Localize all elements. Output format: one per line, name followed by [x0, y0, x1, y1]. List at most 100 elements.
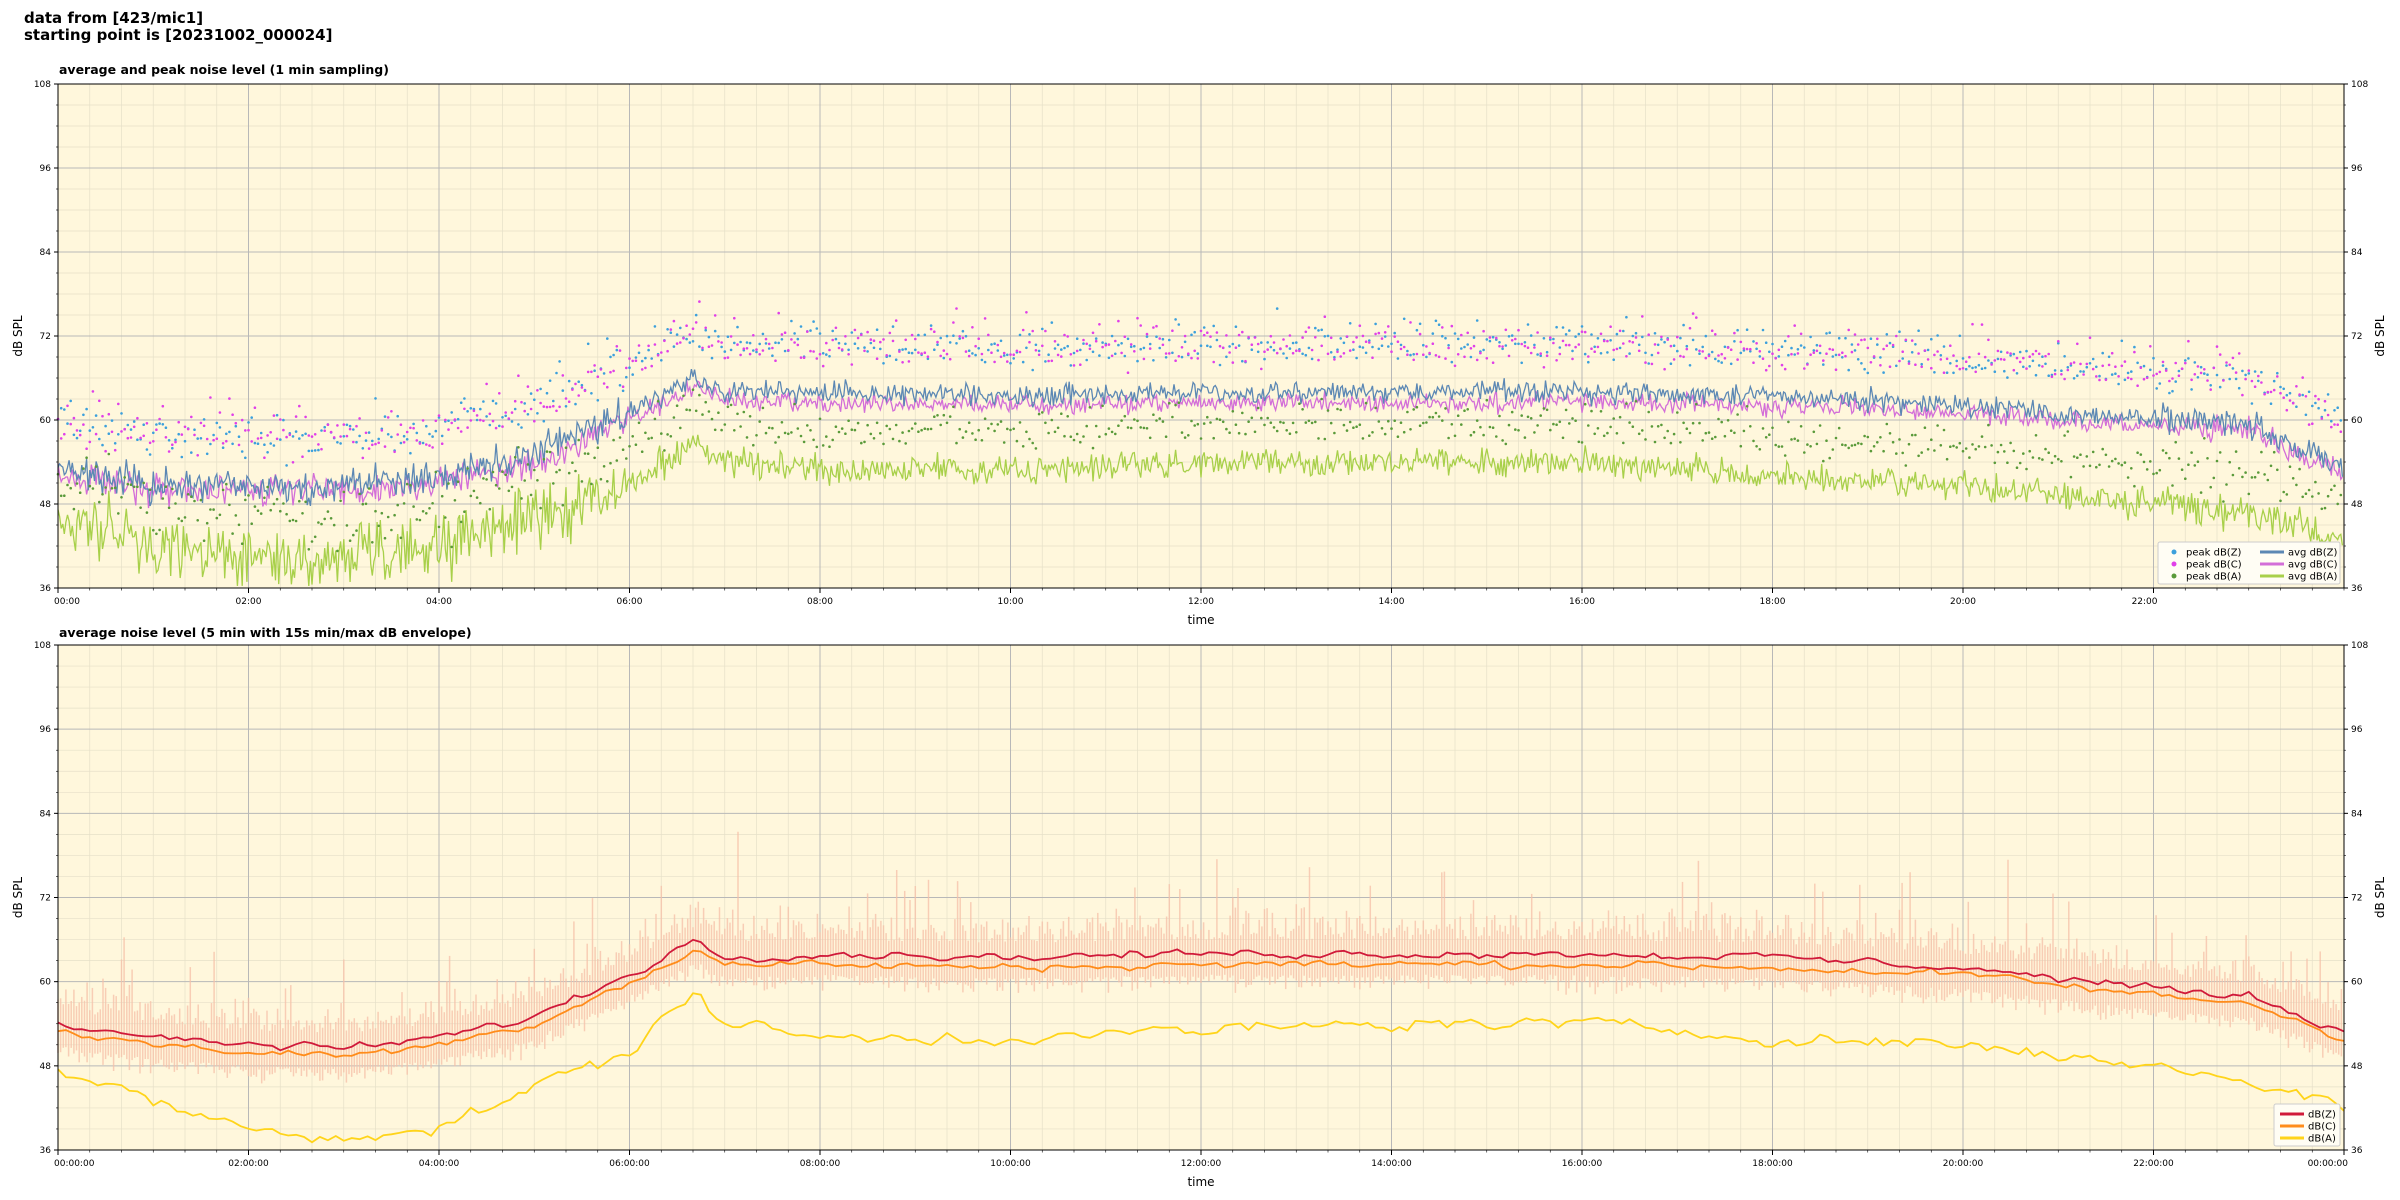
- peak-point: [1656, 343, 1660, 347]
- peak-point: [101, 493, 104, 496]
- peak-point: [1129, 426, 1133, 430]
- peak-point: [1482, 329, 1485, 333]
- peak-point: [1837, 336, 1841, 340]
- peak-point: [1304, 330, 1308, 334]
- peak-point: [660, 432, 663, 435]
- peak-point: [1729, 348, 1733, 352]
- peak-point: [1114, 352, 1117, 356]
- peak-point: [1025, 430, 1028, 434]
- peak-point: [1514, 342, 1517, 346]
- peak-point: [1850, 343, 1854, 346]
- peak-point: [758, 420, 761, 423]
- peak-point: [866, 423, 869, 427]
- peak-point: [1291, 351, 1295, 355]
- peak-point: [1771, 342, 1774, 346]
- peak-point: [1847, 328, 1850, 332]
- peak-point: [390, 528, 393, 532]
- peak-point: [1190, 356, 1193, 360]
- peak-point: [148, 488, 152, 492]
- peak-point: [126, 423, 130, 427]
- peak-point: [126, 482, 130, 486]
- y-tick-label-right: 36: [2351, 584, 2363, 594]
- peak-point: [1336, 350, 1339, 354]
- peak-point: [2152, 356, 2155, 360]
- peak-point: [2098, 378, 2101, 382]
- y-tick-label-right: 48: [2351, 1062, 2363, 1072]
- peak-point: [313, 433, 317, 436]
- peak-point: [1898, 359, 1901, 363]
- legend-marker: [2171, 549, 2177, 555]
- peak-point: [567, 379, 571, 383]
- peak-point: [704, 328, 707, 332]
- peak-point: [1221, 346, 1225, 350]
- peak-point: [1374, 332, 1377, 336]
- peak-point: [542, 457, 546, 461]
- peak-point: [2244, 377, 2247, 381]
- peak-point: [1809, 353, 1812, 357]
- peak-point: [1999, 350, 2003, 354]
- peak-point: [542, 419, 546, 423]
- peak-point: [1917, 454, 1920, 458]
- peak-point: [609, 355, 612, 359]
- peak-point: [1787, 420, 1790, 424]
- peak-point: [332, 523, 336, 527]
- peak-point: [1647, 333, 1650, 337]
- peak-point: [1060, 348, 1063, 351]
- peak-point: [1974, 366, 1977, 369]
- peak-point: [640, 359, 644, 363]
- peak-point: [1958, 441, 1962, 445]
- peak-point: [1904, 464, 1908, 467]
- peak-point: [933, 330, 936, 334]
- peak-point: [1520, 361, 1523, 365]
- x-tick-label: 00:00:00: [2308, 1159, 2349, 1169]
- peak-point: [1993, 461, 1997, 465]
- peak-point: [987, 333, 990, 337]
- peak-point: [1393, 419, 1396, 423]
- peak-point: [279, 418, 282, 421]
- peak-point: [596, 375, 600, 379]
- peak-point: [218, 411, 222, 414]
- peak-point: [1945, 371, 1949, 375]
- peak-point: [837, 346, 841, 350]
- peak-point: [1968, 355, 1971, 359]
- peak-point: [2114, 372, 2117, 376]
- peak-point: [1380, 427, 1384, 430]
- peak-point: [1466, 343, 1469, 346]
- peak-point: [1285, 344, 1288, 348]
- peak-point: [1425, 355, 1428, 359]
- peak-point: [602, 372, 606, 375]
- peak-point: [1634, 331, 1638, 335]
- peak-point: [869, 432, 873, 436]
- y-tick-label: 108: [34, 80, 51, 90]
- peak-point: [688, 341, 692, 344]
- peak-point: [253, 505, 257, 508]
- peak-point: [1323, 315, 1327, 319]
- peak-point: [1501, 439, 1504, 442]
- peak-point: [190, 415, 193, 419]
- peak-point: [2193, 361, 2197, 364]
- peak-point: [1920, 451, 1923, 454]
- peak-point: [1818, 424, 1822, 427]
- peak-point: [250, 440, 253, 443]
- peak-point: [1237, 431, 1241, 435]
- peak-point: [707, 345, 711, 349]
- peak-point: [1580, 441, 1584, 444]
- peak-point: [1523, 341, 1527, 344]
- peak-point: [2149, 460, 2152, 463]
- peak-point: [1288, 334, 1292, 337]
- peak-point: [679, 326, 682, 330]
- peak-point: [1425, 421, 1428, 424]
- peak-point: [298, 404, 301, 408]
- peak-point: [2003, 358, 2006, 361]
- peak-point: [161, 423, 165, 426]
- peak-point: [59, 437, 63, 440]
- peak-point: [1066, 335, 1069, 338]
- peak-point: [1558, 352, 1562, 356]
- peak-point: [1907, 442, 1911, 446]
- peak-point: [1926, 348, 1930, 352]
- peak-point: [1466, 331, 1469, 335]
- peak-point: [2260, 450, 2263, 454]
- peak-point: [491, 399, 495, 403]
- peak-point: [707, 410, 711, 413]
- peak-point: [736, 343, 739, 346]
